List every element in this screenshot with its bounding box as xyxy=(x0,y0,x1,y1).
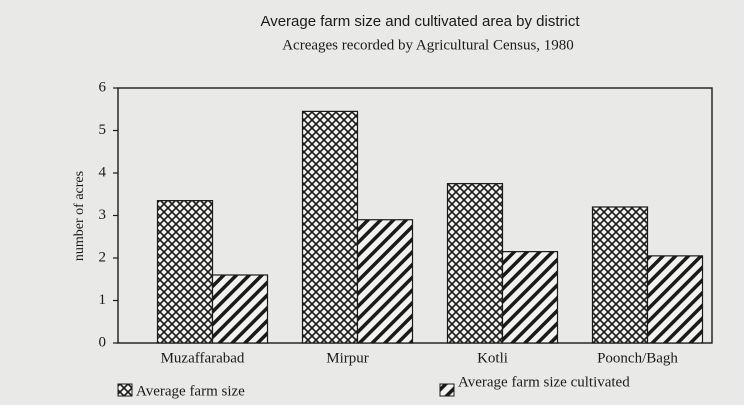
y-tick-label: 6 xyxy=(99,79,107,95)
y-tick-label: 1 xyxy=(99,292,107,308)
chart-subtitle: Acreages recorded by Agricultural Census… xyxy=(282,37,574,53)
y-tick-label: 3 xyxy=(99,207,107,223)
x-tick-label: Poonch/Bagh xyxy=(597,350,678,366)
x-tick-label: Muzaffarabad xyxy=(161,350,245,366)
y-axis-label: number of acres xyxy=(72,171,87,261)
legend-swatch xyxy=(439,383,455,397)
bar xyxy=(591,206,649,344)
legend-swatch xyxy=(117,383,133,397)
bar xyxy=(356,219,414,344)
bar xyxy=(211,274,269,344)
x-tick-label: Mirpur xyxy=(326,350,369,366)
bar xyxy=(501,251,559,344)
y-tick-label: 5 xyxy=(99,122,107,138)
x-tick-label: Kotli xyxy=(477,350,508,366)
legend-label: Average farm size xyxy=(136,383,245,399)
chart-title: Average farm size and cultivated area by… xyxy=(260,13,580,30)
y-tick-label: 2 xyxy=(99,249,107,265)
y-tick-label: 0 xyxy=(99,334,107,350)
bar xyxy=(446,183,504,344)
bar xyxy=(301,110,359,344)
bar xyxy=(646,255,704,344)
y-tick-label: 4 xyxy=(99,164,107,180)
bar xyxy=(156,200,214,344)
legend-label: Average farm size cultivated xyxy=(458,374,630,390)
